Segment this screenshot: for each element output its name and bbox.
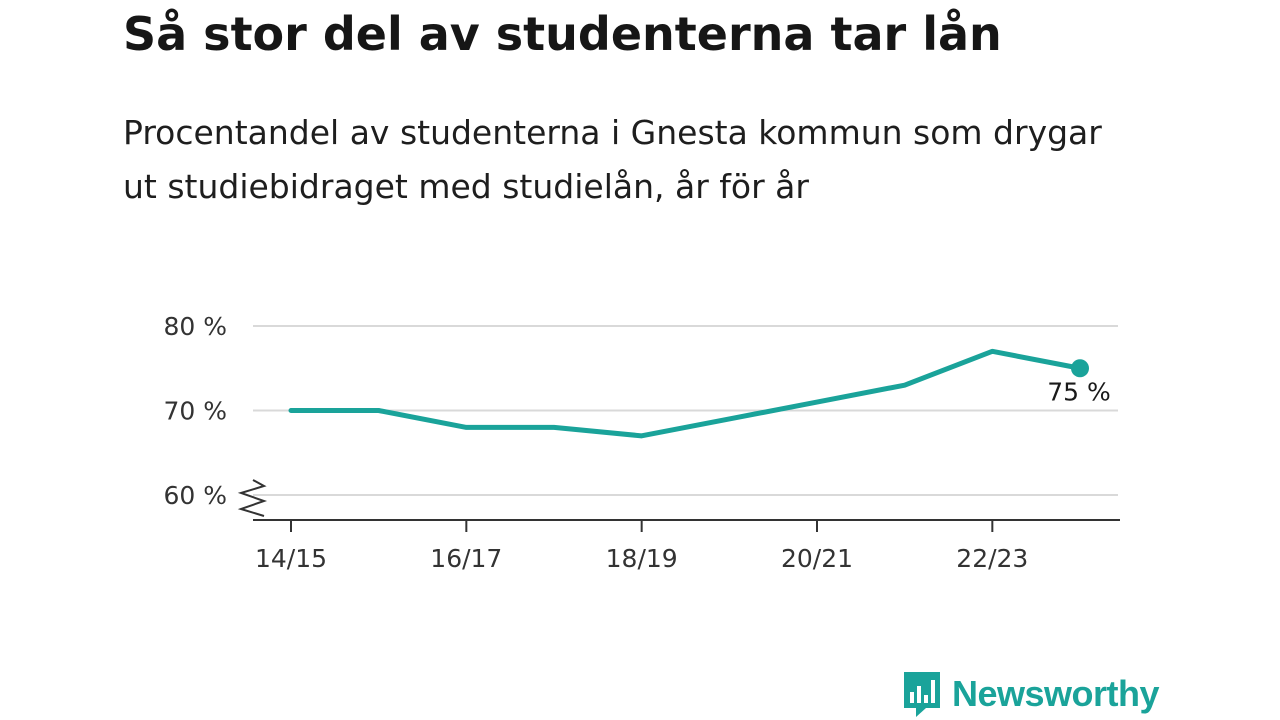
- y-axis-break-icon: [237, 479, 268, 517]
- x-tick-label: 22/23: [956, 544, 1028, 573]
- gridlines: [253, 325, 1118, 496]
- y-axis-ticks: 60 % 70 % 80 %: [163, 312, 227, 510]
- x-tick-label: 20/21: [781, 544, 853, 573]
- end-value-label: 75 %: [1047, 377, 1111, 406]
- x-axis-ticks: 14/15 16/17 18/19 20/21 22/23: [255, 520, 1028, 573]
- bar-chart-logo-icon: [904, 672, 940, 717]
- chart-subtitle: Procentandel av studenterna i Gnesta kom…: [123, 113, 1102, 206]
- series-line: [288, 348, 1083, 439]
- x-tick-label: 18/19: [606, 544, 678, 573]
- brand-logo: Newsworthy: [902, 670, 1160, 718]
- y-tick-label: 70 %: [163, 397, 227, 426]
- chart-title: Så stor del av studenterna tar lån: [123, 7, 1002, 61]
- x-tick-label: 14/15: [255, 544, 327, 573]
- series: [288, 348, 1089, 439]
- brand-name: Newsworthy: [952, 673, 1160, 714]
- end-point-marker: [1071, 359, 1089, 378]
- y-tick-label: 60 %: [163, 481, 227, 510]
- x-tick-label: 16/17: [430, 544, 502, 573]
- y-tick-label: 80 %: [163, 312, 227, 341]
